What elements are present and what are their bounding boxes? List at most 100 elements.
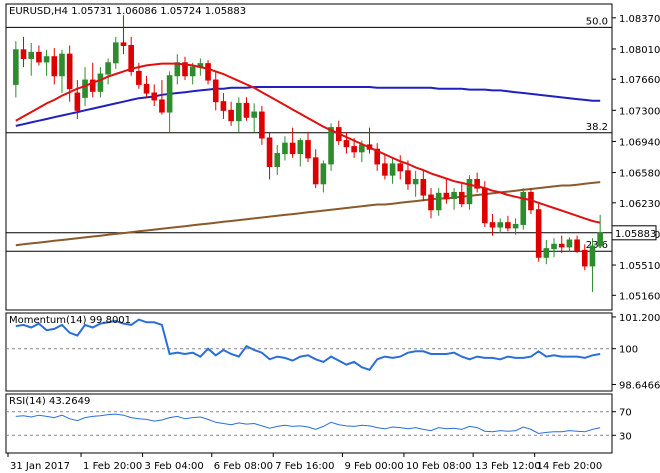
candle-body xyxy=(412,178,419,185)
candle-body xyxy=(289,142,296,155)
candle-body xyxy=(189,66,196,77)
y-tick-label: 1.05160 xyxy=(619,291,660,302)
candle-body xyxy=(28,51,35,59)
y-tick-label: 1.06230 xyxy=(619,199,660,210)
candle-body xyxy=(343,140,350,148)
candle-body xyxy=(328,127,334,165)
candle-body xyxy=(535,209,542,258)
y-tick-label: 1.05510 xyxy=(619,261,660,272)
candle-body xyxy=(151,92,158,101)
candle-body xyxy=(51,56,58,77)
candle-body xyxy=(13,49,19,85)
candle-body xyxy=(589,245,596,267)
rsi-line xyxy=(15,413,601,435)
momentum-panel: 101.2009 100 98.6466 Momentum(14) 99.8001 xyxy=(5,312,660,392)
candle-body xyxy=(274,153,281,168)
rsi-title: RSI(14) 43.2649 xyxy=(9,396,90,407)
rsi-tick-label: 30 xyxy=(619,431,632,442)
candle-body xyxy=(382,163,388,176)
candle-body xyxy=(166,75,173,113)
candle-body xyxy=(159,99,165,113)
candle-body xyxy=(505,222,511,229)
candle-body xyxy=(259,111,265,139)
momentum-tick-label: 98.6466 xyxy=(619,380,660,391)
candle-body xyxy=(581,249,588,267)
candle-body xyxy=(551,243,557,250)
candle-body xyxy=(205,63,211,81)
candle-body xyxy=(59,53,65,77)
sma20-line xyxy=(15,62,601,224)
x-tick-label: 9 Feb 00:00 xyxy=(344,461,403,472)
candle-body xyxy=(228,109,234,122)
candle-body xyxy=(428,194,434,211)
candle-body xyxy=(112,42,119,64)
candle-body xyxy=(574,239,580,251)
x-tick-label: 10 Feb 08:00 xyxy=(406,461,472,472)
candle-body xyxy=(243,102,250,118)
candle-body xyxy=(474,178,480,189)
candle-body xyxy=(36,51,42,63)
candle-body xyxy=(451,191,457,199)
candle-body xyxy=(312,157,319,185)
rsi-panel-frame xyxy=(5,393,613,454)
candle-body xyxy=(82,79,88,98)
candle-body xyxy=(97,73,104,92)
y-tick-label: 1.08010 xyxy=(619,45,660,56)
candle-body xyxy=(282,142,288,155)
candle-body xyxy=(128,44,134,72)
candle-body xyxy=(105,62,111,75)
momentum-title: Momentum(14) 99.8001 xyxy=(9,315,131,326)
candle-body xyxy=(405,170,411,185)
chart-title: EURUSD,H4 1.05731 1.06086 1.05724 1.0588… xyxy=(9,6,246,17)
candle-body xyxy=(20,49,27,59)
rsi-panel: 70 30 RSI(14) 43.2649 xyxy=(5,393,632,454)
candle-body xyxy=(74,92,81,111)
candle-body xyxy=(235,102,242,122)
candle-body xyxy=(120,42,127,46)
x-tick-label: 3 Feb 04:00 xyxy=(145,461,204,472)
candle-body xyxy=(374,148,381,165)
candle-body xyxy=(251,111,257,118)
x-tick-label: 31 Jan 2017 xyxy=(10,461,70,472)
time-axis: 31 Jan 2017 1 Feb 20:00 3 Feb 04:00 6 Feb 0… xyxy=(7,453,602,472)
candle-body xyxy=(297,140,304,155)
x-tick-label: 6 Feb 08:00 xyxy=(214,461,273,472)
y-tick-label: 1.07300 xyxy=(619,106,660,117)
candle-body xyxy=(220,101,227,111)
fib-level-label: 50.0 xyxy=(586,16,608,27)
candle-body xyxy=(420,178,427,196)
fib-level-label: 23.6 xyxy=(586,240,608,251)
x-tick-label: 7 Feb 16:00 xyxy=(275,461,334,472)
y-tick-label: 1.06580 xyxy=(619,169,660,180)
momentum-panel-frame xyxy=(5,312,613,392)
candle-body xyxy=(389,163,396,176)
candle-body xyxy=(497,222,504,228)
candle-body xyxy=(466,178,473,205)
candle-body xyxy=(66,53,73,90)
candle-body xyxy=(212,79,219,103)
price-panel: 1.08370 1.08010 1.07660 1.07300 1.06940 1.065… xyxy=(5,3,660,311)
candle-body xyxy=(443,192,450,199)
current-price-box xyxy=(611,225,657,241)
candle-body xyxy=(351,146,357,153)
candle-body xyxy=(266,137,273,168)
candle-body xyxy=(182,62,188,77)
candle-body xyxy=(458,191,465,205)
price-panel-frame xyxy=(5,3,613,311)
candle-body xyxy=(512,223,519,229)
candle-body xyxy=(520,191,527,225)
candle-body xyxy=(89,79,96,92)
x-tick-label: 1 Feb 20:00 xyxy=(83,461,142,472)
candle-body xyxy=(489,222,496,228)
y-tick-label: 1.08370 xyxy=(619,14,660,25)
candle-body xyxy=(136,70,142,85)
sma200-line xyxy=(15,181,601,247)
candle-body xyxy=(43,56,50,63)
current-price-label: 1.05883 xyxy=(615,229,656,240)
candle-body xyxy=(397,163,404,172)
candle-body xyxy=(482,187,488,224)
candle-body xyxy=(597,232,603,247)
y-tick-label: 1.07660 xyxy=(619,75,660,86)
candle-body xyxy=(305,140,311,159)
